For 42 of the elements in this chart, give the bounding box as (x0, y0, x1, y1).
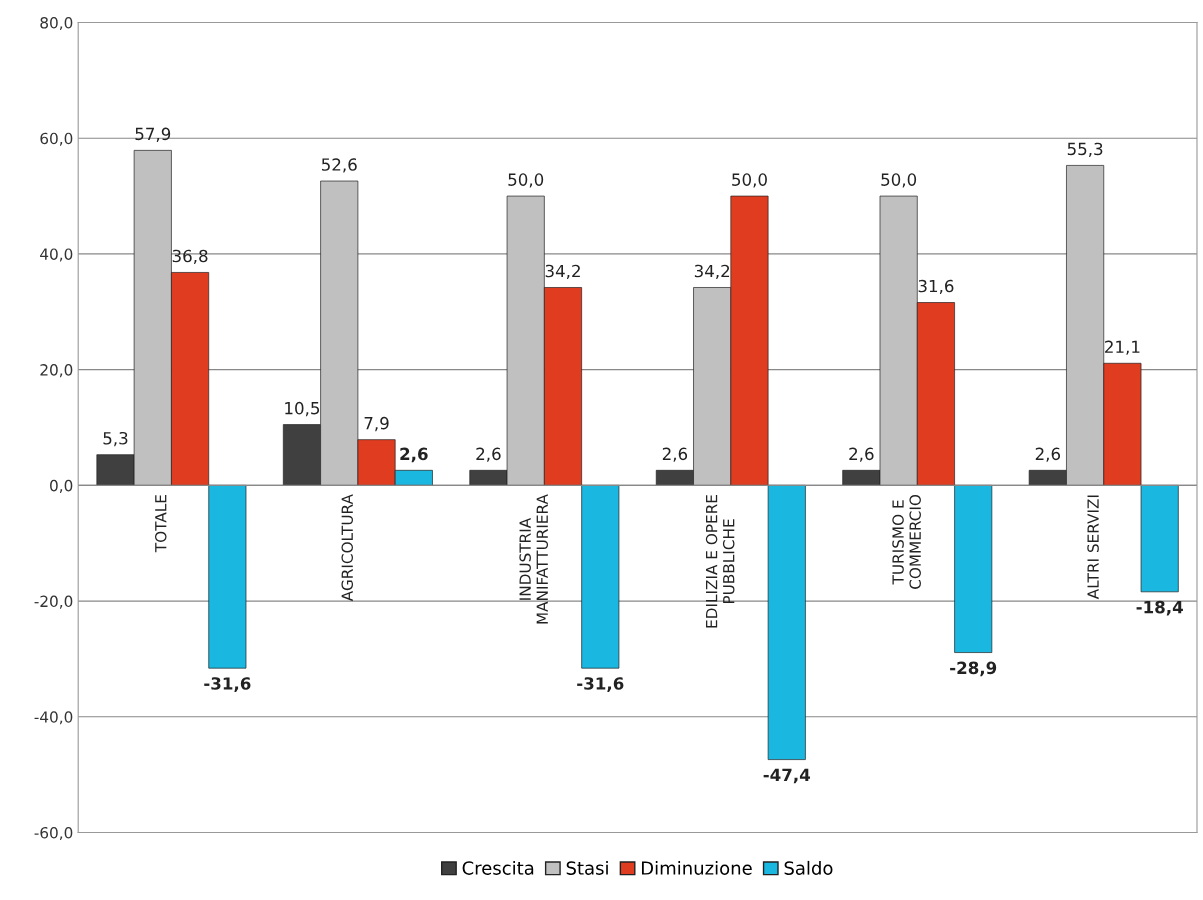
data-label: 2,6 (400, 447, 428, 463)
data-label: 34,2 (694, 264, 730, 280)
x-tick-label: TOTALE (154, 495, 167, 553)
data-label: 52,6 (321, 158, 357, 173)
data-label: 57,9 (135, 127, 171, 142)
data-label: 55,3 (1067, 142, 1103, 157)
y-tick-label: 20,0 (40, 364, 73, 378)
data-label: 34,2 (545, 264, 580, 280)
data-label: 7,9 (364, 416, 389, 432)
data-label: 2,6 (662, 447, 688, 462)
data-label: 10,5 (285, 401, 320, 417)
data-label: -28,9 (950, 661, 997, 677)
y-tick-label: -60,0 (34, 826, 73, 841)
data-label: 50,0 (881, 173, 917, 188)
data-label: 5,3 (103, 431, 128, 447)
data-label: 36,8 (172, 249, 208, 264)
data-label: 21,1 (1105, 340, 1140, 355)
y-tick-label: 60,0 (40, 132, 73, 146)
x-tick-label: INDUSTRIA MANIFATTURIERA (519, 494, 549, 624)
data-label: 2,6 (476, 447, 501, 462)
data-label: 50,0 (508, 173, 544, 188)
x-tick-label: TURISMO E COMMERCIO (892, 494, 921, 589)
data-label: 50,0 (732, 173, 767, 188)
data-label: 31,6 (918, 279, 954, 295)
x-tick-label: ALTRI SERVIZI (1087, 495, 1099, 600)
legend-label: Crescita (462, 860, 534, 875)
legend-label: Stasi (566, 860, 608, 875)
data-label: 2,6 (849, 447, 874, 462)
y-tick-label: -40,0 (34, 711, 73, 725)
data-label: 2,6 (1035, 447, 1061, 462)
y-tick-label: 0,0 (50, 479, 73, 493)
y-tick-label: 40,0 (40, 248, 73, 262)
y-tick-label: -20,0 (34, 595, 73, 609)
data-label: -31,6 (577, 677, 624, 692)
data-label: -47,4 (763, 768, 811, 784)
data-label: -18,4 (1136, 600, 1183, 616)
legend-label: Diminuzione (641, 860, 752, 875)
x-tick-label: AGRICOLTURA (341, 494, 353, 602)
x-tick-label: EDILIZIA E OPERE PUBBLICHE (705, 495, 735, 628)
data-label: -31,6 (204, 677, 251, 692)
y-tick-label: 80,0 (40, 16, 73, 31)
legend-label: Saldo (784, 860, 833, 875)
